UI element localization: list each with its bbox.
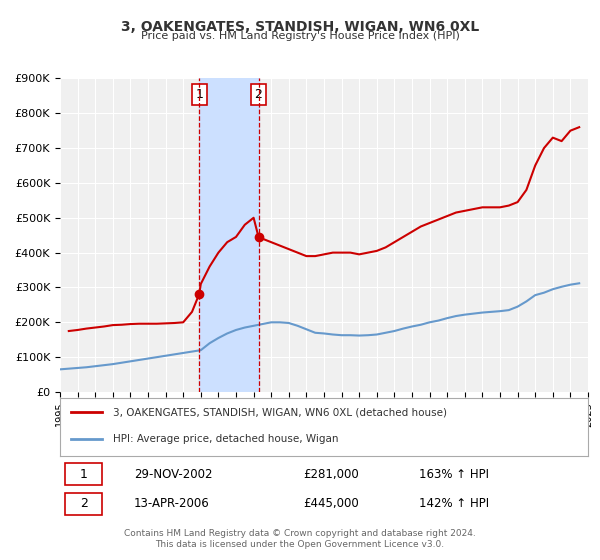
Text: Contains HM Land Registry data © Crown copyright and database right 2024.
This d: Contains HM Land Registry data © Crown c… — [124, 529, 476, 549]
Text: 13-APR-2006: 13-APR-2006 — [134, 497, 209, 510]
Text: HPI: Average price, detached house, Wigan: HPI: Average price, detached house, Wiga… — [113, 435, 338, 444]
Text: 142% ↑ HPI: 142% ↑ HPI — [419, 497, 489, 510]
Text: 1: 1 — [195, 88, 203, 101]
Text: £445,000: £445,000 — [303, 497, 359, 510]
Text: 163% ↑ HPI: 163% ↑ HPI — [419, 468, 489, 480]
Text: 2: 2 — [254, 88, 262, 101]
Text: Price paid vs. HM Land Registry's House Price Index (HPI): Price paid vs. HM Land Registry's House … — [140, 31, 460, 41]
Text: 3, OAKENGATES, STANDISH, WIGAN, WN6 0XL (detached house): 3, OAKENGATES, STANDISH, WIGAN, WN6 0XL … — [113, 408, 447, 418]
FancyBboxPatch shape — [65, 463, 102, 485]
Text: 2: 2 — [80, 497, 88, 510]
Text: 1: 1 — [80, 468, 88, 480]
Text: £281,000: £281,000 — [303, 468, 359, 480]
FancyBboxPatch shape — [65, 493, 102, 515]
Text: 29-NOV-2002: 29-NOV-2002 — [134, 468, 212, 480]
Text: 3, OAKENGATES, STANDISH, WIGAN, WN6 0XL: 3, OAKENGATES, STANDISH, WIGAN, WN6 0XL — [121, 20, 479, 34]
Bar — [199, 78, 259, 392]
